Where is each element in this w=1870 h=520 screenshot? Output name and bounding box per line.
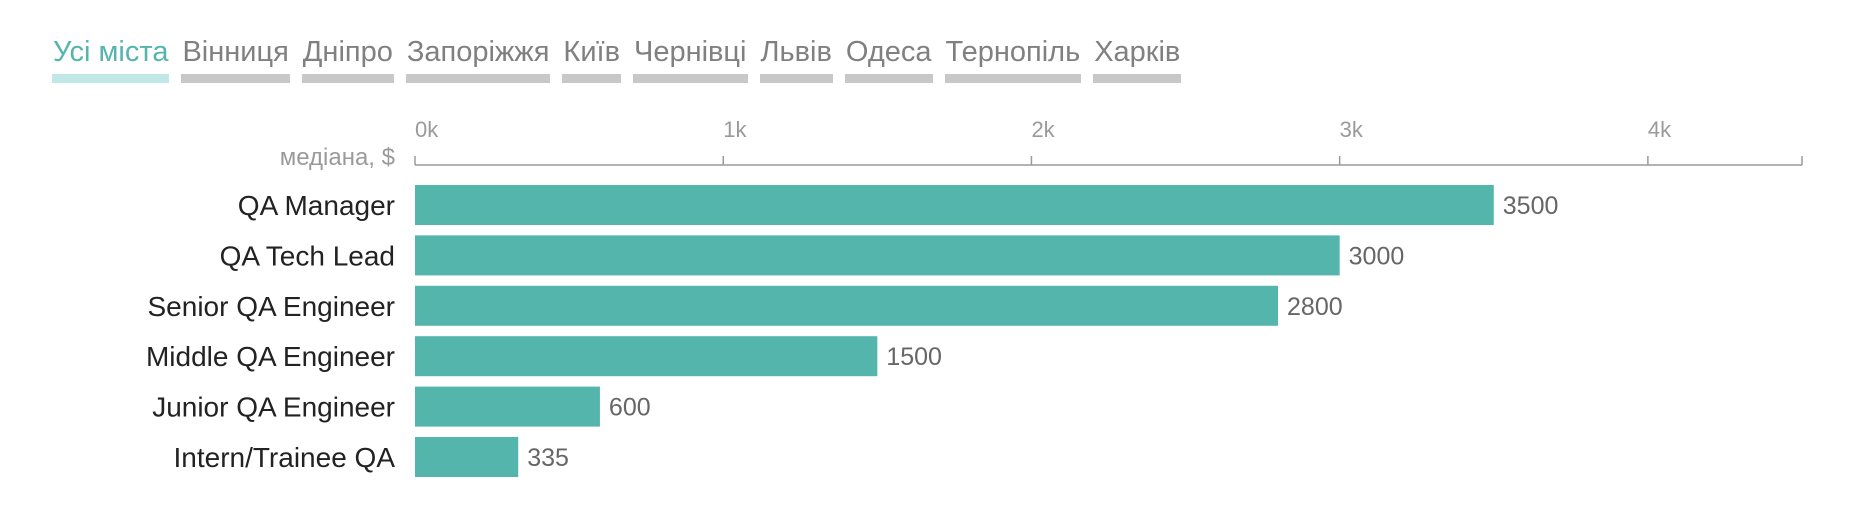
bar[interactable]: [415, 185, 1494, 225]
city-tab[interactable]: Чернівці: [632, 30, 748, 83]
value-label: 600: [609, 394, 651, 422]
bar[interactable]: [415, 437, 519, 477]
x-tick-label: 1k: [723, 117, 747, 142]
bar[interactable]: [415, 235, 1340, 276]
city-tab[interactable]: Дніпро: [301, 30, 394, 83]
city-tab[interactable]: Харків: [1093, 30, 1182, 83]
category-label: Intern/Trainee QA: [173, 442, 395, 473]
city-tab[interactable]: Львів: [759, 30, 833, 83]
value-label: 3000: [1349, 242, 1405, 270]
x-axis-title: медіана, $: [280, 144, 395, 171]
value-label: 1500: [886, 343, 942, 371]
bar[interactable]: [415, 285, 1279, 326]
city-tab[interactable]: Усі міста: [52, 30, 170, 83]
category-label: Senior QA Engineer: [148, 291, 396, 322]
city-tab[interactable]: Київ: [562, 30, 621, 83]
x-tick-label: 4k: [1648, 117, 1672, 142]
city-tab[interactable]: Вінниця: [181, 30, 290, 83]
value-label: 2800: [1287, 293, 1343, 321]
city-filter-tabs: Усі міста Вінниця Дніпро Запоріжжя Київ Черні…: [52, 30, 1182, 83]
city-tab[interactable]: Запоріжжя: [405, 30, 551, 83]
value-label: 3500: [1503, 192, 1559, 220]
bar[interactable]: [415, 336, 878, 377]
value-label: 335: [527, 444, 569, 472]
x-tick-label: 3k: [1340, 117, 1364, 142]
category-label: QA Manager: [238, 190, 395, 221]
x-tick-label: 2k: [1031, 117, 1055, 142]
x-tick-label: 0k: [415, 117, 439, 142]
city-tab[interactable]: Тернопіль: [944, 30, 1082, 83]
category-label: Middle QA Engineer: [146, 341, 395, 372]
city-tab[interactable]: Одеса: [844, 30, 933, 83]
category-label: QA Tech Lead: [220, 240, 395, 271]
category-label: Junior QA Engineer: [152, 392, 395, 423]
bar[interactable]: [415, 386, 600, 427]
